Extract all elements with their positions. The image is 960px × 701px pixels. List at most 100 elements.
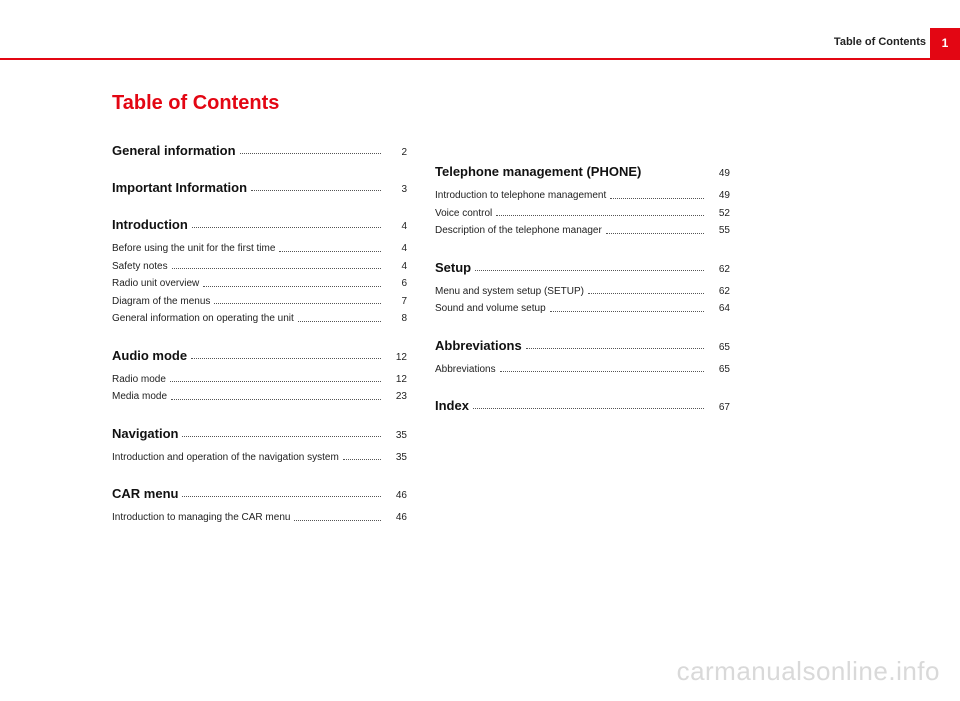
toc-entry: Safety notes 4 xyxy=(112,260,407,274)
toc-leader-dots xyxy=(550,311,704,312)
toc-entry-label: Description of the telephone manager xyxy=(435,224,602,238)
toc-page-number: 6 xyxy=(385,277,407,291)
toc-leader-dots xyxy=(526,348,704,349)
toc-leader-dots xyxy=(191,358,381,359)
toc-section-heading: CAR menu 46 xyxy=(112,486,407,501)
toc-section-heading: General information 2 xyxy=(112,143,407,158)
toc-leader-dots xyxy=(182,496,381,497)
toc-section-label: General information xyxy=(112,143,236,158)
toc-leader-dots xyxy=(170,381,381,382)
toc-entry: Radio unit overview 6 xyxy=(112,277,407,291)
toc-leader-dots xyxy=(192,227,381,228)
toc-page-number: 49 xyxy=(708,168,730,179)
toc-page-number: 12 xyxy=(385,352,407,363)
toc-page-number: 55 xyxy=(708,224,730,238)
toc-entry-label: Radio mode xyxy=(112,373,166,387)
toc-page-number: 8 xyxy=(385,312,407,326)
toc-leader-dots xyxy=(500,371,704,372)
toc-entry-label: Introduction to managing the CAR menu xyxy=(112,511,290,525)
toc-leader-dots xyxy=(294,520,381,521)
toc-page-number: 2 xyxy=(385,147,407,158)
toc-page-number: 67 xyxy=(708,402,730,413)
toc-entry: Radio mode 12 xyxy=(112,373,407,387)
toc-entry-label: Safety notes xyxy=(112,260,168,274)
toc-entry: Menu and system setup (SETUP) 62 xyxy=(435,285,730,299)
toc-page-number: 35 xyxy=(385,451,407,465)
toc-page-number: 4 xyxy=(385,242,407,256)
header-title: Table of Contents xyxy=(834,36,926,48)
toc-leader-dots xyxy=(203,286,381,287)
toc-page-number: 65 xyxy=(708,363,730,377)
toc-entry: Description of the telephone manager 55 xyxy=(435,224,730,238)
toc-entry-label: Media mode xyxy=(112,390,167,404)
toc-leader-dots xyxy=(473,408,704,409)
toc-section-label: Navigation xyxy=(112,426,178,441)
toc-leader-dots xyxy=(606,233,704,234)
toc-leader-dots xyxy=(251,190,381,191)
toc-page-number: 12 xyxy=(385,373,407,387)
toc-section-label: Setup xyxy=(435,260,471,275)
toc-page-number: 4 xyxy=(385,260,407,274)
toc-section-label: Introduction xyxy=(112,217,188,232)
toc-content: Table of Contents General information 2 Im… xyxy=(112,92,900,529)
toc-entry: Media mode 23 xyxy=(112,390,407,404)
toc-section-heading: Audio mode 12 xyxy=(112,348,407,363)
toc-entry-label: Voice control xyxy=(435,207,492,221)
toc-entry: Before using the unit for the first time… xyxy=(112,242,407,256)
toc-leader-dots xyxy=(279,251,381,252)
toc-column-left: Table of Contents General information 2 Im… xyxy=(112,92,407,529)
toc-page-number: 46 xyxy=(385,511,407,525)
toc-entry: Diagram of the menus 7 xyxy=(112,295,407,309)
toc-entry: Abbreviations 65 xyxy=(435,363,730,377)
toc-section-heading: Important Information 3 xyxy=(112,180,407,195)
toc-page-number: 7 xyxy=(385,295,407,309)
page-number-badge: 1 xyxy=(930,28,960,58)
header-rule xyxy=(0,58,960,60)
toc-entry: Introduction to telephone management 49 xyxy=(435,189,730,203)
toc-entry-label: Introduction and operation of the naviga… xyxy=(112,451,339,465)
toc-page-number: 46 xyxy=(385,490,407,501)
toc-page-number: 62 xyxy=(708,285,730,299)
toc-leader-dots xyxy=(610,198,704,199)
toc-section-label: CAR menu xyxy=(112,486,178,501)
toc-section-heading: Introduction 4 xyxy=(112,217,407,232)
toc-leader-dots xyxy=(172,268,381,269)
toc-entry-label: Menu and system setup (SETUP) xyxy=(435,285,584,299)
toc-entry: Sound and volume setup64 xyxy=(435,302,730,316)
toc-page-number: 23 xyxy=(385,390,407,404)
toc-leader-dots xyxy=(182,436,381,437)
toc-page-number: 65 xyxy=(708,342,730,353)
toc-entry-label: Radio unit overview xyxy=(112,277,199,291)
toc-leader-dots xyxy=(588,293,704,294)
toc-section-heading: Navigation35 xyxy=(112,426,407,441)
toc-entry-label: Diagram of the menus xyxy=(112,295,210,309)
toc-page-number: 49 xyxy=(708,189,730,203)
page-title: Table of Contents xyxy=(112,92,407,115)
toc-entry-label: General information on operating the uni… xyxy=(112,312,294,326)
toc-leader-dots xyxy=(171,399,381,400)
toc-section-label: Abbreviations xyxy=(435,338,522,353)
toc-page-number: 3 xyxy=(385,184,407,195)
page-header: Table of Contents 1 xyxy=(0,0,960,60)
watermark-text: carmanualsonline.info xyxy=(677,656,940,687)
toc-leader-dots xyxy=(496,215,704,216)
toc-leader-dots xyxy=(343,459,381,460)
toc-section-label: Audio mode xyxy=(112,348,187,363)
toc-section-label: Telephone management (PHONE) xyxy=(435,164,641,179)
toc-entry-label: Introduction to telephone management xyxy=(435,189,606,203)
toc-entry: Introduction to managing the CAR menu 46 xyxy=(112,511,407,525)
toc-section-label: Important Information xyxy=(112,180,247,195)
toc-section-heading: Setup 62 xyxy=(435,260,730,275)
toc-page-number: 4 xyxy=(385,221,407,232)
toc-section-heading: Telephone management (PHONE) 49 xyxy=(435,164,730,179)
toc-page-number: 64 xyxy=(708,302,730,316)
toc-section-label: Index xyxy=(435,398,469,413)
toc-leader-dots xyxy=(214,303,381,304)
toc-column-right: Telephone management (PHONE)49Introducti… xyxy=(435,142,730,529)
toc-page-number: 62 xyxy=(708,264,730,275)
toc-leader-dots xyxy=(240,153,381,154)
toc-leader-dots xyxy=(298,321,381,322)
toc-page-number: 52 xyxy=(708,207,730,221)
toc-entry: General information on operating the uni… xyxy=(112,312,407,326)
toc-entry-label: Abbreviations xyxy=(435,363,496,377)
